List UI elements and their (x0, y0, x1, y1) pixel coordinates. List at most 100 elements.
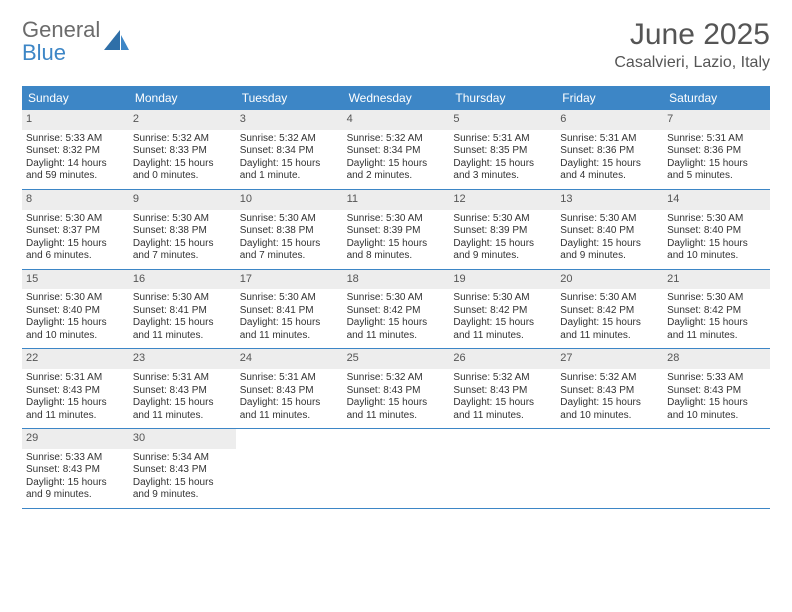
day-number: 17 (236, 270, 343, 290)
day-daylight2: and 10 minutes. (667, 250, 766, 263)
day-daylight2: and 11 minutes. (453, 330, 552, 343)
day-daylight1: Daylight: 15 hours (133, 477, 232, 490)
weekday-header: Sunday Monday Tuesday Wednesday Thursday… (22, 86, 770, 110)
day-cell: 2Sunrise: 5:32 AMSunset: 8:33 PMDaylight… (129, 110, 236, 189)
day-sunset: Sunset: 8:40 PM (560, 225, 659, 238)
day-sunset: Sunset: 8:38 PM (240, 225, 339, 238)
day-daylight2: and 9 minutes. (133, 489, 232, 502)
day-daylight1: Daylight: 15 hours (347, 397, 446, 410)
day-sunrise: Sunrise: 5:30 AM (26, 292, 125, 305)
day-number: 13 (556, 190, 663, 210)
day-daylight2: and 11 minutes. (26, 410, 125, 423)
day-daylight1: Daylight: 15 hours (667, 317, 766, 330)
day-daylight2: and 59 minutes. (26, 170, 125, 183)
day-sunrise: Sunrise: 5:31 AM (133, 372, 232, 385)
day-number: 12 (449, 190, 556, 210)
day-sunset: Sunset: 8:43 PM (240, 385, 339, 398)
day-cell: 29Sunrise: 5:33 AMSunset: 8:43 PMDayligh… (22, 429, 129, 508)
day-daylight1: Daylight: 15 hours (667, 397, 766, 410)
day-number: 27 (556, 349, 663, 369)
day-cell: 25Sunrise: 5:32 AMSunset: 8:43 PMDayligh… (343, 349, 450, 428)
day-sunrise: Sunrise: 5:30 AM (667, 292, 766, 305)
day-sunset: Sunset: 8:39 PM (347, 225, 446, 238)
day-sunset: Sunset: 8:42 PM (560, 305, 659, 318)
day-number: 28 (663, 349, 770, 369)
logo: General Blue (22, 18, 130, 64)
day-number: 30 (129, 429, 236, 449)
day-number: 4 (343, 110, 450, 130)
day-daylight2: and 11 minutes. (667, 330, 766, 343)
day-number: 6 (556, 110, 663, 130)
day-sunrise: Sunrise: 5:30 AM (453, 292, 552, 305)
day-daylight2: and 11 minutes. (240, 330, 339, 343)
day-sunrise: Sunrise: 5:30 AM (560, 292, 659, 305)
day-sunset: Sunset: 8:43 PM (667, 385, 766, 398)
weekday-sat: Saturday (663, 86, 770, 110)
day-number: 7 (663, 110, 770, 130)
logo-text: General Blue (22, 18, 100, 64)
day-daylight1: Daylight: 15 hours (453, 317, 552, 330)
day-sunrise: Sunrise: 5:33 AM (667, 372, 766, 385)
day-cell: 14Sunrise: 5:30 AMSunset: 8:40 PMDayligh… (663, 190, 770, 269)
day-sunrise: Sunrise: 5:30 AM (347, 292, 446, 305)
day-daylight1: Daylight: 15 hours (347, 158, 446, 171)
day-daylight1: Daylight: 15 hours (347, 238, 446, 251)
day-number: 22 (22, 349, 129, 369)
day-sunrise: Sunrise: 5:31 AM (240, 372, 339, 385)
day-daylight1: Daylight: 15 hours (240, 317, 339, 330)
day-sunset: Sunset: 8:41 PM (133, 305, 232, 318)
day-daylight1: Daylight: 15 hours (240, 158, 339, 171)
day-sunset: Sunset: 8:43 PM (133, 385, 232, 398)
day-sunset: Sunset: 8:42 PM (347, 305, 446, 318)
day-daylight2: and 6 minutes. (26, 250, 125, 263)
day-sunset: Sunset: 8:36 PM (667, 145, 766, 158)
weekday-wed: Wednesday (343, 86, 450, 110)
day-number: 26 (449, 349, 556, 369)
day-daylight2: and 10 minutes. (560, 410, 659, 423)
day-number: 5 (449, 110, 556, 130)
weekday-tue: Tuesday (236, 86, 343, 110)
day-daylight2: and 10 minutes. (26, 330, 125, 343)
day-cell: 23Sunrise: 5:31 AMSunset: 8:43 PMDayligh… (129, 349, 236, 428)
day-daylight2: and 11 minutes. (133, 410, 232, 423)
day-daylight1: Daylight: 15 hours (133, 397, 232, 410)
day-cell: 6Sunrise: 5:31 AMSunset: 8:36 PMDaylight… (556, 110, 663, 189)
day-sunrise: Sunrise: 5:32 AM (240, 133, 339, 146)
day-cell: 3Sunrise: 5:32 AMSunset: 8:34 PMDaylight… (236, 110, 343, 189)
day-sunrise: Sunrise: 5:30 AM (133, 292, 232, 305)
day-sunrise: Sunrise: 5:30 AM (667, 213, 766, 226)
day-cell: 10Sunrise: 5:30 AMSunset: 8:38 PMDayligh… (236, 190, 343, 269)
day-daylight2: and 9 minutes. (560, 250, 659, 263)
day-cell: 4Sunrise: 5:32 AMSunset: 8:34 PMDaylight… (343, 110, 450, 189)
day-sunrise: Sunrise: 5:31 AM (26, 372, 125, 385)
day-cell: 18 Sunrise: 5:30 AMSunset: 8:42 PMDayligh… (343, 270, 450, 349)
day-daylight2: and 10 minutes. (667, 410, 766, 423)
logo-sail-icon (104, 30, 130, 52)
day-number: 25 (343, 349, 450, 369)
day-sunrise: Sunrise: 5:30 AM (240, 292, 339, 305)
day-sunset: Sunset: 8:43 PM (347, 385, 446, 398)
day-daylight1: Daylight: 15 hours (26, 238, 125, 251)
day-sunset: Sunset: 8:39 PM (453, 225, 552, 238)
day-number: 19 (449, 270, 556, 290)
day-sunset: Sunset: 8:43 PM (26, 464, 125, 477)
day-sunset: Sunset: 8:40 PM (26, 305, 125, 318)
day-number: 18 (343, 270, 450, 290)
day-daylight1: Daylight: 15 hours (347, 317, 446, 330)
day-daylight1: Daylight: 15 hours (560, 158, 659, 171)
day-daylight1: Daylight: 15 hours (453, 238, 552, 251)
day-sunset: Sunset: 8:41 PM (240, 305, 339, 318)
day-daylight1: Daylight: 15 hours (667, 158, 766, 171)
day-daylight1: Daylight: 15 hours (560, 238, 659, 251)
day-daylight1: Daylight: 15 hours (26, 397, 125, 410)
day-sunrise: Sunrise: 5:31 AM (560, 133, 659, 146)
day-cell: 7Sunrise: 5:31 AMSunset: 8:36 PMDaylight… (663, 110, 770, 189)
day-sunset: Sunset: 8:33 PM (133, 145, 232, 158)
day-daylight1: Daylight: 15 hours (26, 317, 125, 330)
day-cell: 17 Sunrise: 5:30 AMSunset: 8:41 PMDayligh… (236, 270, 343, 349)
day-daylight2: and 1 minute. (240, 170, 339, 183)
day-cell: 28 Sunrise: 5:33 AMSunset: 8:43 PMDayligh… (663, 349, 770, 428)
day-number: 15 (22, 270, 129, 290)
day-daylight1: Daylight: 15 hours (560, 397, 659, 410)
day-sunset: Sunset: 8:43 PM (560, 385, 659, 398)
